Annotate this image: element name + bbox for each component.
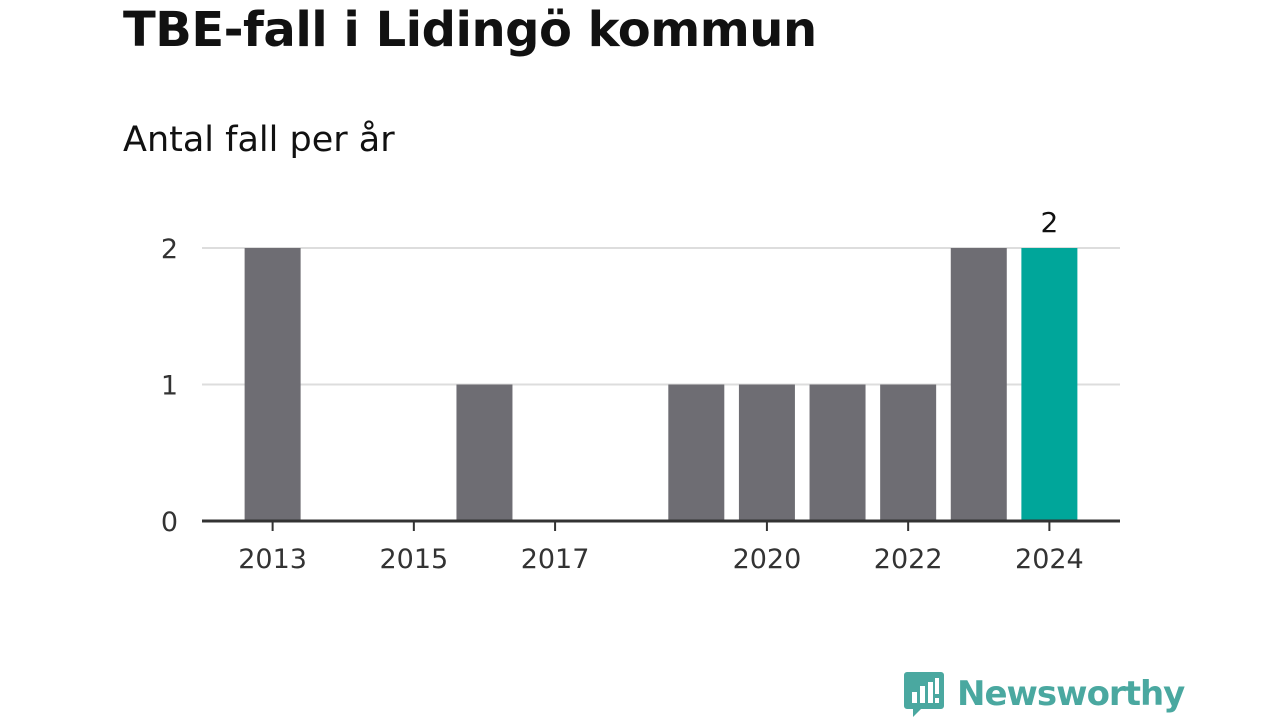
data-label-2024: 2	[1040, 206, 1058, 239]
bar-2023	[950, 248, 1007, 521]
bar-2016	[456, 384, 513, 521]
x-tick-label-2024: 2024	[1015, 544, 1084, 575]
bar-2022	[880, 384, 937, 521]
x-tick-label-2022: 2022	[874, 544, 943, 575]
bar-2020	[738, 384, 795, 521]
bar-2019	[668, 384, 725, 521]
bar-2021	[809, 384, 866, 521]
y-tick-label-0: 0	[161, 507, 178, 538]
y-tick-label-1: 1	[161, 371, 178, 402]
chart-title: TBE-fall i Lidingö kommun	[123, 2, 817, 58]
bar-2013	[244, 248, 301, 521]
newsworthy-logo-icon	[904, 672, 944, 717]
bar-chart: 0 1 2 2013 2015 2017 2020 2022 2024 2	[161, 206, 1120, 575]
bar-2024	[1021, 248, 1078, 521]
x-tick-label-2017: 2017	[521, 544, 590, 575]
bars	[244, 248, 1078, 521]
x-tick-label-2015: 2015	[379, 544, 448, 575]
brand-name: Newsworthy	[957, 674, 1185, 714]
x-tick-label-2013: 2013	[238, 544, 307, 575]
y-tick-label-2: 2	[161, 234, 178, 265]
x-axis	[202, 519, 1120, 531]
newsworthy-brand: Newsworthy	[903, 670, 1185, 718]
x-tick-label-2020: 2020	[733, 544, 802, 575]
labels: 0 1 2 2013 2015 2017 2020 2022 2024 2	[161, 206, 1084, 575]
chart-subtitle: Antal fall per år	[123, 120, 395, 160]
